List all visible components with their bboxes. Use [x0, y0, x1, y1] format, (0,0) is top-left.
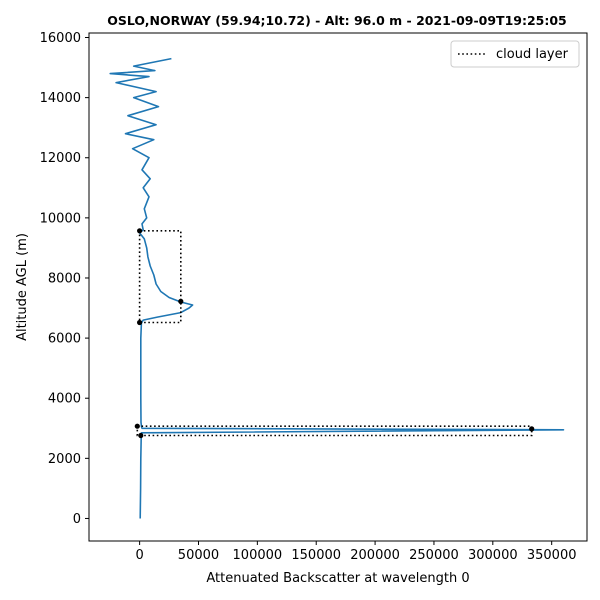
- backscatter-profile-line: [109, 57, 565, 519]
- x-axis: 0 50000 100000 150000 200000 250000 300000 3500…: [135, 541, 577, 563]
- y-tick-label: 4000: [48, 392, 81, 407]
- x-tick-label: 100000: [233, 548, 283, 563]
- y-tick-label: 12000: [40, 151, 81, 166]
- cloud-layer-marker: [138, 432, 144, 439]
- y-tick-label: 0: [73, 512, 81, 527]
- x-tick-label: 200000: [350, 548, 400, 563]
- plot-frame: [88, 32, 588, 542]
- x-axis-label: Attenuated Backscatter at wavelength 0: [206, 571, 469, 586]
- cloud-layer-marker: [178, 298, 184, 304]
- chart-title: OSLO,NORWAY (59.94;10.72) - Alt: 96.0 m …: [107, 13, 567, 28]
- legend-box: [450, 40, 580, 68]
- cloud-layer-marker: [134, 423, 140, 429]
- x-tick-label: 0: [135, 548, 143, 563]
- legend-label-cloud-layer: cloud layer: [496, 47, 569, 62]
- x-tick-label: 150000: [291, 548, 341, 563]
- x-tick-label: 50000: [178, 548, 219, 563]
- y-tick-label: 6000: [48, 332, 81, 347]
- x-tick-label: 300000: [468, 548, 518, 563]
- x-tick-label: 250000: [409, 548, 459, 563]
- cloud-layer-marker: [137, 228, 143, 234]
- cloud-layer-marker: [529, 426, 535, 432]
- y-axis: 0 2000 4000 6000 8000 10000 12000 14000 16000: [40, 31, 89, 527]
- y-tick-label: 10000: [40, 211, 81, 226]
- y-tick-label: 16000: [40, 31, 81, 46]
- legend: cloud layer: [450, 40, 580, 68]
- y-tick-label: 14000: [40, 91, 81, 106]
- plot-area: [109, 57, 565, 519]
- y-tick-label: 2000: [48, 452, 81, 467]
- y-tick-label: 8000: [48, 271, 81, 286]
- cloud-layer-outline-2: [136, 425, 533, 437]
- cloud-layer-marker: [137, 319, 143, 326]
- x-tick-label: 350000: [527, 548, 577, 563]
- y-axis-label: Altitude AGL (m): [15, 233, 30, 341]
